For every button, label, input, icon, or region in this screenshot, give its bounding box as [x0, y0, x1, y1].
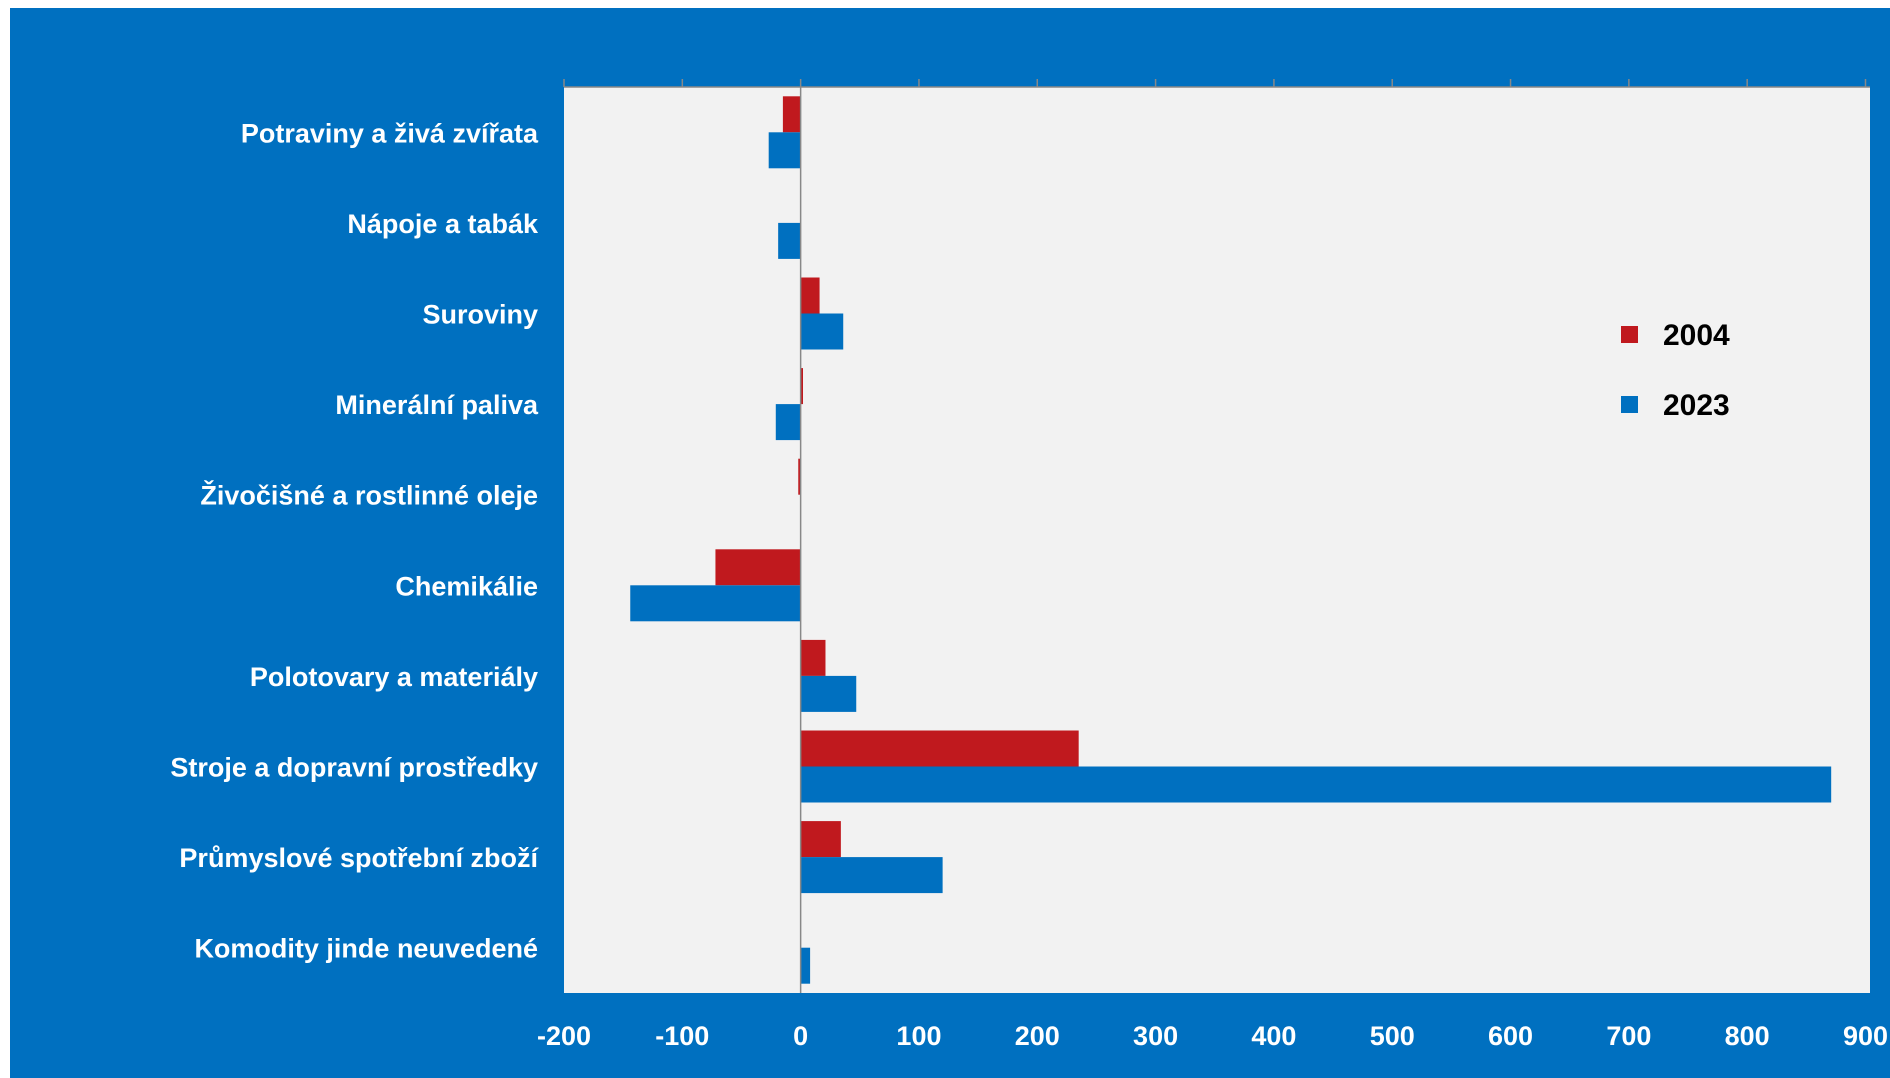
chart-frame: Potraviny a živá zvířata Nápoje a tabák Su…	[10, 8, 1890, 1078]
x-tick-label: 200	[1015, 1021, 1060, 1051]
bar-2004-4	[798, 458, 801, 495]
category-label: Potraviny a živá zvířata	[241, 118, 539, 148]
legend-label: 2023	[1663, 389, 1730, 422]
x-tick-label: -200	[537, 1021, 591, 1051]
x-tick-label: 400	[1251, 1021, 1296, 1051]
legend: 2004 2023	[1621, 319, 1730, 422]
x-tick-labels: -200 -100 0 100 200 300 400 500 600 700 800 900	[537, 1021, 1888, 1051]
category-label: Suroviny	[422, 300, 538, 330]
category-label: Chemikálie	[395, 571, 538, 601]
bar-2004-8	[800, 821, 841, 858]
bar-2004-3	[800, 368, 804, 405]
bar-2023-7	[800, 766, 1832, 803]
category-label: Minerální paliva	[335, 390, 539, 420]
bar-2023-8	[800, 857, 943, 894]
legend-swatch-2023	[1621, 396, 1638, 413]
bar-2023-9	[800, 947, 811, 984]
x-tick-label: 500	[1370, 1021, 1415, 1051]
x-tick-label: 300	[1133, 1021, 1178, 1051]
legend-label: 2004	[1663, 319, 1730, 352]
category-label: Průmyslové spotřební zboží	[179, 843, 539, 873]
x-tick-label: 900	[1843, 1021, 1888, 1051]
x-tick-label: 700	[1606, 1021, 1651, 1051]
bar-2023-3	[775, 404, 801, 441]
category-label: Komodity jinde neuvedené	[194, 934, 538, 964]
x-tick-label: 100	[896, 1021, 941, 1051]
bar-2004-7	[800, 730, 1079, 767]
plot-area	[564, 87, 1870, 993]
bars-group	[630, 96, 1832, 984]
bar-2004-5	[715, 549, 801, 586]
x-tick-label: 800	[1725, 1021, 1770, 1051]
bar-2023-6	[800, 675, 857, 712]
x-tick-label: 600	[1488, 1021, 1533, 1051]
bar-2023-2	[800, 313, 844, 350]
x-tick-label: -100	[655, 1021, 709, 1051]
legend-swatch-2004	[1621, 326, 1638, 343]
category-label: Polotovary a materiály	[250, 662, 538, 692]
category-label: Živočišné a rostlinné oleje	[200, 480, 538, 511]
bar-2004-0	[782, 96, 801, 133]
bar-chart: Potraviny a živá zvířata Nápoje a tabák Su…	[170, 79, 1888, 1051]
bar-2023-5	[630, 585, 801, 622]
category-labels: Potraviny a živá zvířata Nápoje a tabák Su…	[170, 118, 539, 963]
bar-2023-1	[778, 222, 801, 259]
x-tick-label: 0	[793, 1021, 808, 1051]
bar-2004-2	[800, 277, 820, 314]
category-label: Stroje a dopravní prostředky	[170, 753, 538, 783]
category-label: Nápoje a tabák	[347, 209, 539, 239]
bar-2004-6	[800, 639, 826, 676]
bar-2023-0	[768, 132, 801, 169]
axes-group	[563, 79, 1870, 993]
